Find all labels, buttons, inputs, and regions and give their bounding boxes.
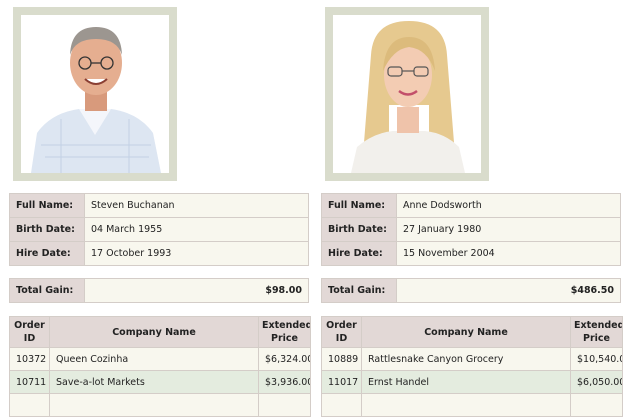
total-gain-label: Total Gain: xyxy=(321,278,397,303)
total-gain-value: $486.50 xyxy=(396,278,621,303)
orders-header-row: Order ID Company Name Extended Price xyxy=(321,316,623,348)
portrait-woman-icon xyxy=(333,15,481,173)
table-row[interactable]: 10711 Save-a-lot Markets $3,936.00 xyxy=(9,370,311,394)
birth-date-value: 04 March 1955 xyxy=(84,217,309,242)
hire-date-value: 15 November 2004 xyxy=(396,241,621,266)
portrait-man-icon xyxy=(21,15,169,173)
table-row xyxy=(9,393,311,417)
price-cell: $3,936.00 xyxy=(258,370,311,394)
employee-photo-frame xyxy=(13,7,177,181)
extended-price-header[interactable]: Extended Price xyxy=(258,316,311,348)
company-name-header[interactable]: Company Name xyxy=(49,316,259,348)
total-gain-table: Total Gain: $98.00 xyxy=(9,278,309,303)
total-gain-table: Total Gain: $486.50 xyxy=(321,278,621,303)
table-row xyxy=(321,393,623,417)
orders-table: Order ID Company Name Extended Price 108… xyxy=(321,316,623,417)
order-id-cell: 10372 xyxy=(9,347,50,371)
order-id-cell: 11017 xyxy=(321,370,362,394)
full-name-value: Anne Dodsworth xyxy=(396,193,621,218)
company-cell: Save-a-lot Markets xyxy=(49,370,259,394)
company-cell: Ernst Handel xyxy=(361,370,571,394)
order-id-cell: 10711 xyxy=(9,370,50,394)
company-cell: Queen Cozinha xyxy=(49,347,259,371)
order-id-header[interactable]: Order ID xyxy=(9,316,50,348)
total-gain-value: $98.00 xyxy=(84,278,309,303)
orders-table: Order ID Company Name Extended Price 103… xyxy=(9,316,311,417)
extended-price-header[interactable]: Extended Price xyxy=(570,316,623,348)
hire-date-label: Hire Date: xyxy=(9,241,85,266)
full-name-label: Full Name: xyxy=(9,193,85,218)
table-row[interactable]: 10889 Rattlesnake Canyon Grocery $10,540… xyxy=(321,347,623,371)
price-cell: $6,324.00 xyxy=(258,347,311,371)
price-cell: $10,540.00 xyxy=(570,347,623,371)
employee-photo-man xyxy=(21,15,169,173)
employee-photo-woman xyxy=(333,15,481,173)
employee-photo-frame xyxy=(325,7,489,181)
company-cell: Rattlesnake Canyon Grocery xyxy=(361,347,571,371)
full-name-label: Full Name: xyxy=(321,193,397,218)
order-id-cell: 10889 xyxy=(321,347,362,371)
hire-date-value: 17 October 1993 xyxy=(84,241,309,266)
full-name-value: Steven Buchanan xyxy=(84,193,309,218)
order-id-header[interactable]: Order ID xyxy=(321,316,362,348)
hire-date-label: Hire Date: xyxy=(321,241,397,266)
employee-info-table: Full Name: Steven Buchanan Birth Date: 0… xyxy=(9,193,309,266)
table-row[interactable]: 10372 Queen Cozinha $6,324.00 xyxy=(9,347,311,371)
birth-date-label: Birth Date: xyxy=(9,217,85,242)
price-cell: $6,050.00 xyxy=(570,370,623,394)
birth-date-value: 27 January 1980 xyxy=(396,217,621,242)
employee-info-table: Full Name: Anne Dodsworth Birth Date: 27… xyxy=(321,193,621,266)
table-row[interactable]: 11017 Ernst Handel $6,050.00 xyxy=(321,370,623,394)
company-name-header[interactable]: Company Name xyxy=(361,316,571,348)
birth-date-label: Birth Date: xyxy=(321,217,397,242)
total-gain-label: Total Gain: xyxy=(9,278,85,303)
orders-header-row: Order ID Company Name Extended Price xyxy=(9,316,311,348)
